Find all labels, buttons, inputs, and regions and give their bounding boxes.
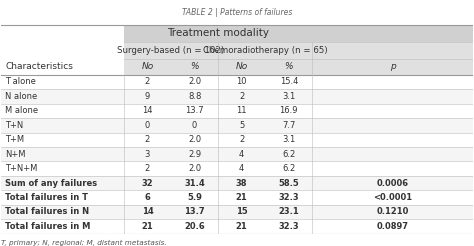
Text: No: No [141,62,154,71]
Text: 14: 14 [142,106,153,115]
Text: 3: 3 [145,150,150,159]
Text: 4: 4 [239,150,244,159]
FancyBboxPatch shape [1,25,124,42]
Text: T alone: T alone [5,77,36,87]
FancyBboxPatch shape [265,59,312,75]
Text: 32.3: 32.3 [279,193,299,202]
Text: N+M: N+M [5,150,26,159]
Text: No: No [236,62,248,71]
Text: 13.7: 13.7 [185,106,204,115]
Text: N alone: N alone [5,92,37,101]
Text: T+M: T+M [5,135,24,144]
FancyBboxPatch shape [1,75,473,89]
FancyBboxPatch shape [1,161,473,176]
Text: Characteristics: Characteristics [5,62,73,71]
Text: 58.5: 58.5 [278,179,299,188]
FancyBboxPatch shape [312,25,473,42]
Text: 14: 14 [142,207,154,216]
FancyBboxPatch shape [1,42,124,59]
FancyBboxPatch shape [1,205,473,219]
Text: 31.4: 31.4 [184,179,205,188]
FancyBboxPatch shape [1,219,473,234]
Text: Total failures in N: Total failures in N [5,207,89,216]
Text: 15.4: 15.4 [280,77,298,87]
FancyBboxPatch shape [1,59,124,75]
Text: 21: 21 [236,222,247,231]
Text: 6: 6 [145,193,150,202]
FancyBboxPatch shape [124,59,171,75]
Text: 0.0006: 0.0006 [376,179,409,188]
Text: 23.1: 23.1 [278,207,299,216]
Text: Sum of any failures: Sum of any failures [5,179,97,188]
FancyBboxPatch shape [218,42,312,59]
Text: 10: 10 [237,77,247,87]
Text: 15: 15 [236,207,247,216]
Text: p: p [390,62,395,71]
Text: 2: 2 [239,92,244,101]
Text: 32.3: 32.3 [279,222,299,231]
FancyBboxPatch shape [312,42,473,59]
FancyBboxPatch shape [1,118,473,133]
FancyBboxPatch shape [124,25,312,42]
Text: Treatment modality: Treatment modality [167,29,269,38]
Text: 2.0: 2.0 [188,77,201,87]
Text: TABLE 2 | Patterns of failures: TABLE 2 | Patterns of failures [182,8,292,17]
FancyBboxPatch shape [1,190,473,205]
Text: 38: 38 [236,179,247,188]
Text: 21: 21 [236,193,247,202]
Text: 6.2: 6.2 [282,150,295,159]
Text: 5.9: 5.9 [187,193,202,202]
Text: 11: 11 [237,106,247,115]
Text: <0.0001: <0.0001 [373,193,412,202]
Text: %: % [284,62,293,71]
FancyBboxPatch shape [1,176,473,190]
Text: %: % [191,62,199,71]
Text: T+N+M: T+N+M [5,164,37,173]
Text: 8.8: 8.8 [188,92,201,101]
FancyBboxPatch shape [1,133,473,147]
Text: 21: 21 [142,222,154,231]
Text: 2: 2 [239,135,244,144]
Text: T, primary; N, regional; M, distant metastasis.: T, primary; N, regional; M, distant meta… [1,239,167,246]
Text: 16.9: 16.9 [280,106,298,115]
Text: 0: 0 [192,121,197,130]
Text: 2: 2 [145,164,150,173]
Text: M alone: M alone [5,106,38,115]
Text: 2: 2 [145,135,150,144]
Text: 7.7: 7.7 [282,121,295,130]
Text: 0.0897: 0.0897 [376,222,409,231]
Text: 20.6: 20.6 [184,222,205,231]
FancyBboxPatch shape [312,59,473,75]
FancyBboxPatch shape [171,59,218,75]
Text: Total failures in M: Total failures in M [5,222,91,231]
Text: T+N: T+N [5,121,23,130]
Text: Surgery-based (n = 102): Surgery-based (n = 102) [118,46,225,55]
Text: 2.0: 2.0 [188,164,201,173]
Text: Chemoradiotherapy (n = 65): Chemoradiotherapy (n = 65) [203,46,328,55]
FancyBboxPatch shape [1,104,473,118]
Text: 0: 0 [145,121,150,130]
Text: 9: 9 [145,92,150,101]
Text: 2: 2 [145,77,150,87]
Text: 3.1: 3.1 [282,135,295,144]
Text: 4: 4 [239,164,244,173]
Text: 13.7: 13.7 [184,207,205,216]
Text: Total failures in T: Total failures in T [5,193,88,202]
FancyBboxPatch shape [218,59,265,75]
FancyBboxPatch shape [1,147,473,161]
Text: 0.1210: 0.1210 [376,207,409,216]
Text: 32: 32 [142,179,153,188]
Text: 3.1: 3.1 [282,92,295,101]
FancyBboxPatch shape [1,89,473,104]
Text: 2.0: 2.0 [188,135,201,144]
Text: 2.9: 2.9 [188,150,201,159]
Text: 5: 5 [239,121,244,130]
FancyBboxPatch shape [124,42,218,59]
Text: 6.2: 6.2 [282,164,295,173]
